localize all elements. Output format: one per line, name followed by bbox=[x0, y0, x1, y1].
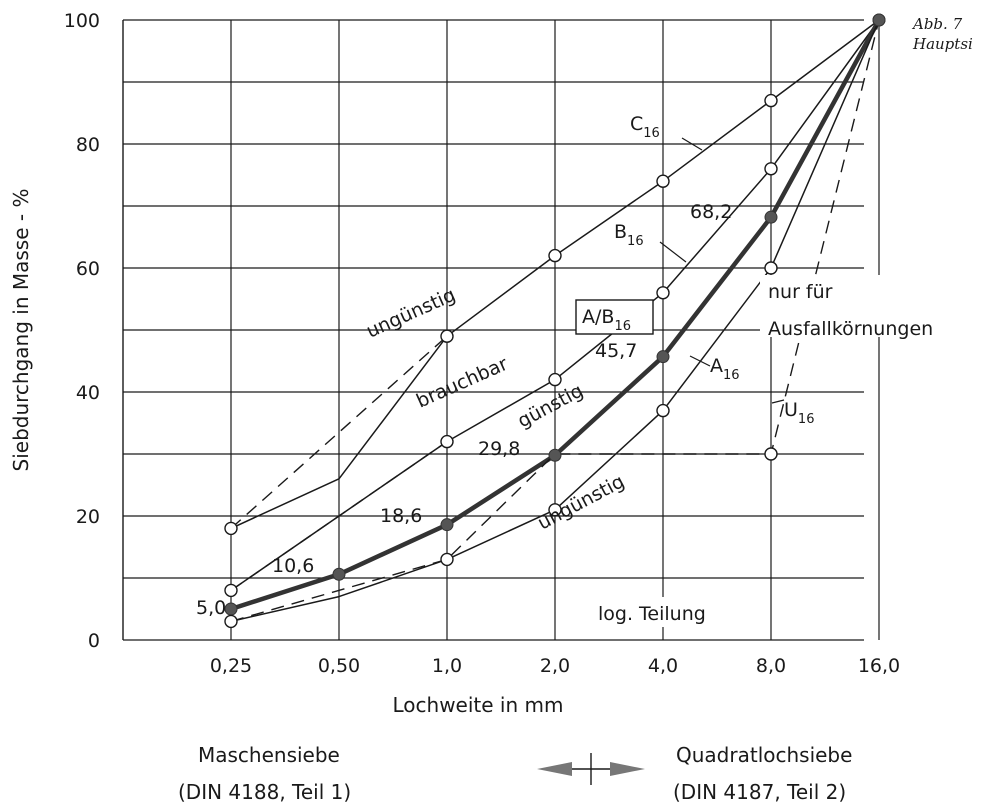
data-label-68-2: 68,2 bbox=[690, 201, 732, 223]
series-label-b16-leader bbox=[659, 241, 687, 263]
series-label-a16-leader bbox=[689, 355, 711, 367]
zone-label-ungunstig-bottom: ungünstig bbox=[534, 470, 628, 534]
series-label-ab16: A/B16 bbox=[582, 306, 631, 334]
x-tick-label-6: 16,0 bbox=[858, 655, 900, 677]
series-point-a-4 bbox=[656, 403, 670, 418]
x-tick-label-0: 0,25 bbox=[210, 655, 252, 677]
x-tick-label-4: 4,0 bbox=[648, 655, 678, 677]
series-point-ab-3 bbox=[548, 448, 562, 462]
figure-caption-line2: Hauptsi bbox=[913, 35, 973, 53]
footer-right-line1: Quadratlochsiebe bbox=[676, 743, 853, 767]
series-label-c16: C16 bbox=[630, 113, 660, 141]
data-label-18-6: 18,6 bbox=[380, 505, 422, 527]
series-point-b-0 bbox=[224, 583, 238, 598]
x-axis-label: Lochweite in mm bbox=[393, 693, 564, 717]
series-point-a-3 bbox=[548, 503, 562, 517]
series-label-ab16-box bbox=[575, 299, 654, 335]
series-point-c-2 bbox=[440, 329, 454, 343]
series-point-b-2 bbox=[440, 434, 454, 449]
log-bg bbox=[590, 597, 762, 627]
figure-caption: Abb. 7 Hauptsi bbox=[913, 14, 973, 54]
series-point-b-4 bbox=[656, 286, 670, 300]
y-tick-label-40: 40 bbox=[76, 382, 100, 404]
series-point-a-5 bbox=[764, 261, 778, 275]
x-tick-label-3: 2,0 bbox=[540, 655, 570, 677]
y-tick-label-0: 0 bbox=[88, 630, 100, 652]
series-point-c-0 bbox=[224, 521, 238, 536]
series-point-ab-2 bbox=[440, 518, 454, 532]
nur-fur-bg bbox=[760, 275, 960, 337]
series-point-ab-1 bbox=[332, 567, 346, 581]
zone-label-nur-fur: nur für bbox=[768, 281, 833, 303]
series-label-b16: B16 bbox=[614, 221, 644, 249]
x-tick-label-1: 0,50 bbox=[318, 655, 360, 677]
series-point-a-2 bbox=[440, 552, 454, 567]
series-point-ab-5 bbox=[764, 210, 778, 224]
series-point-b-5 bbox=[764, 162, 778, 176]
zone-label-gunstig: günstig bbox=[514, 380, 587, 433]
dashed-guide-0 bbox=[230, 335, 448, 529]
y-tick-label-80: 80 bbox=[76, 134, 100, 156]
series-point-u-0 bbox=[764, 447, 778, 461]
series-point-c-3 bbox=[548, 248, 562, 263]
series-points bbox=[224, 13, 886, 629]
footer-left-line1: Maschensiebe bbox=[198, 743, 340, 767]
y-tick-label-20: 20 bbox=[76, 506, 100, 528]
series-label-u16: U16 bbox=[784, 399, 814, 427]
data-label-45-7: 45,7 bbox=[595, 340, 637, 362]
footer-right-line2: (DIN 4187, Teil 2) bbox=[673, 780, 847, 804]
data-label-10-6: 10,6 bbox=[272, 555, 314, 577]
series-label-u16-leader bbox=[771, 399, 785, 404]
series-point-a-0 bbox=[224, 614, 238, 629]
data-label-5-0: 5,0 bbox=[196, 597, 226, 619]
series-point-ab-0 bbox=[224, 602, 238, 616]
x-tick-label-2: 1,0 bbox=[432, 655, 462, 677]
series-point-c-4 bbox=[656, 174, 670, 188]
log-scale-note: log. Teilung bbox=[598, 603, 706, 625]
series-point-b-3 bbox=[548, 372, 562, 387]
series-point-ab-4 bbox=[656, 350, 670, 364]
double-arrow-icon bbox=[537, 753, 645, 785]
y-axis-label: Siebdurchgang in Masse - % bbox=[9, 189, 33, 472]
x-tick-label-5: 8,0 bbox=[756, 655, 786, 677]
figure-caption-line1: Abb. 7 bbox=[913, 15, 963, 33]
series-label-a16: A16 bbox=[710, 355, 740, 383]
series-label-c16-leader bbox=[681, 137, 703, 151]
series-point-c-5 bbox=[764, 93, 778, 108]
y-tick-label-100: 100 bbox=[64, 10, 100, 32]
series-point-end bbox=[872, 13, 886, 27]
data-label-29-8: 29,8 bbox=[478, 438, 520, 460]
y-tick-label-60: 60 bbox=[76, 258, 100, 280]
zone-label-ausfallkornungen: Ausfallkörnungen bbox=[768, 318, 933, 340]
footer-left-line2: (DIN 4188, Teil 1) bbox=[178, 780, 352, 804]
axis-ticks: 0 20 40 60 80 100 0,25 0,50 1,0 2,0 4,0 8,0 16,0 bbox=[64, 10, 900, 677]
